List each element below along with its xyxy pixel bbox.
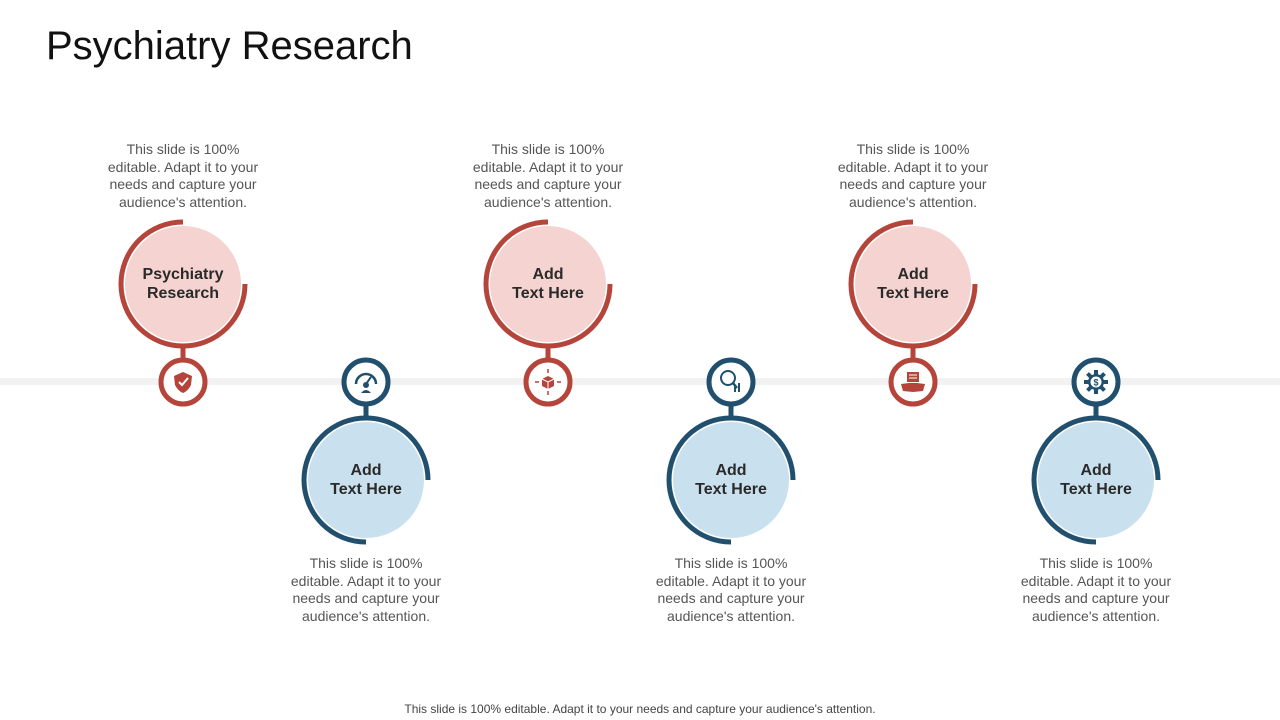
cube-arrows-icon: [535, 369, 561, 395]
step-description: This slide is 100% editable. Adapt it to…: [472, 141, 624, 210]
step-circle: [673, 422, 789, 538]
gear-dollar-icon: $: [1084, 370, 1108, 394]
magnifier-chart-icon: [720, 370, 740, 392]
step-label: Add Text Here: [877, 266, 949, 302]
step-ring: [301, 415, 431, 545]
step-node: [118, 219, 248, 407]
step-node: $: [1031, 357, 1161, 545]
step-label: Psychiatry Research: [142, 266, 224, 302]
step-ring: [1031, 415, 1161, 545]
step-description: This slide is 100% editable. Adapt it to…: [655, 555, 807, 624]
step-ring: [666, 415, 796, 545]
step-label: Add Text Here: [1060, 462, 1132, 498]
step-node: [848, 219, 978, 407]
step-node: [301, 357, 431, 545]
shield-check-icon: [174, 372, 192, 393]
step-node: [666, 357, 796, 545]
step-description: This slide is 100% editable. Adapt it to…: [107, 141, 259, 210]
step-ring: [118, 219, 248, 349]
timeline-bar: [0, 378, 1280, 385]
step-node: [483, 219, 613, 407]
step-label: Add Text Here: [512, 266, 584, 302]
svg-text:$: $: [1093, 378, 1098, 388]
step-ring: [848, 219, 978, 349]
gauge-person-icon: [354, 372, 378, 393]
step-label: Add Text Here: [330, 462, 402, 498]
step-label: Add Text Here: [695, 462, 767, 498]
step-circle: [490, 226, 606, 342]
step-ring: [483, 219, 613, 349]
step-description: This slide is 100% editable. Adapt it to…: [837, 141, 989, 210]
step-circle: [125, 226, 241, 342]
step-circle: [1038, 422, 1154, 538]
step-description: This slide is 100% editable. Adapt it to…: [290, 555, 442, 624]
icon-badge: [706, 357, 756, 407]
step-circle: [308, 422, 424, 538]
step-description: This slide is 100% editable. Adapt it to…: [1020, 555, 1172, 624]
step-circle: [855, 226, 971, 342]
footer-note: This slide is 100% editable. Adapt it to…: [404, 702, 876, 716]
handshake-document-icon: [901, 372, 925, 392]
page-title: Psychiatry Research: [46, 24, 413, 68]
